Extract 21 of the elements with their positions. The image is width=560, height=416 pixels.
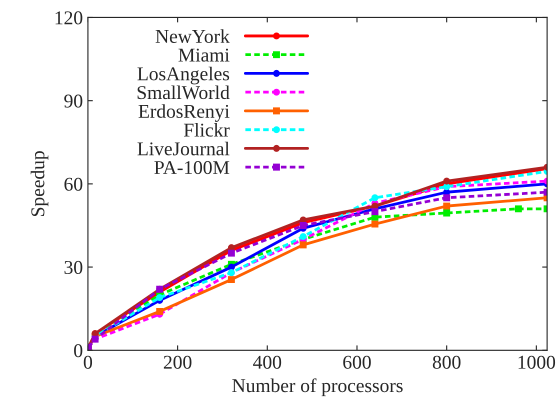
legend-label: LosAngeles (137, 66, 230, 84)
y-tick-label: 30 (64, 260, 82, 274)
x-tick-label: 600 (343, 356, 371, 369)
legend-label: ErdosRenyi (138, 104, 230, 122)
y-tick-label: 60 (64, 178, 82, 191)
x-tick-label: 800 (432, 356, 461, 369)
legend-label: SmallWorld (138, 85, 230, 100)
legend-label: PA-100M (154, 161, 230, 174)
y-tick-label: 90 (64, 94, 82, 108)
y-axis-title: Speedup (30, 151, 48, 216)
legend-label: Flickr (184, 122, 230, 137)
x-tick-label: 200 (164, 356, 192, 369)
y-tick-label: 0 (74, 344, 82, 358)
legend-label: LiveJournal (138, 142, 230, 156)
x-tick-label: 1000 (518, 356, 556, 369)
x-axis-title: Number of processors (232, 378, 403, 396)
legend-label: Miami (178, 48, 230, 62)
x-tick-label: 0 (84, 356, 92, 369)
legend-label: NewYork (156, 29, 230, 43)
y-tick-label: 120 (56, 11, 82, 24)
x-tick-label: 400 (253, 356, 282, 369)
